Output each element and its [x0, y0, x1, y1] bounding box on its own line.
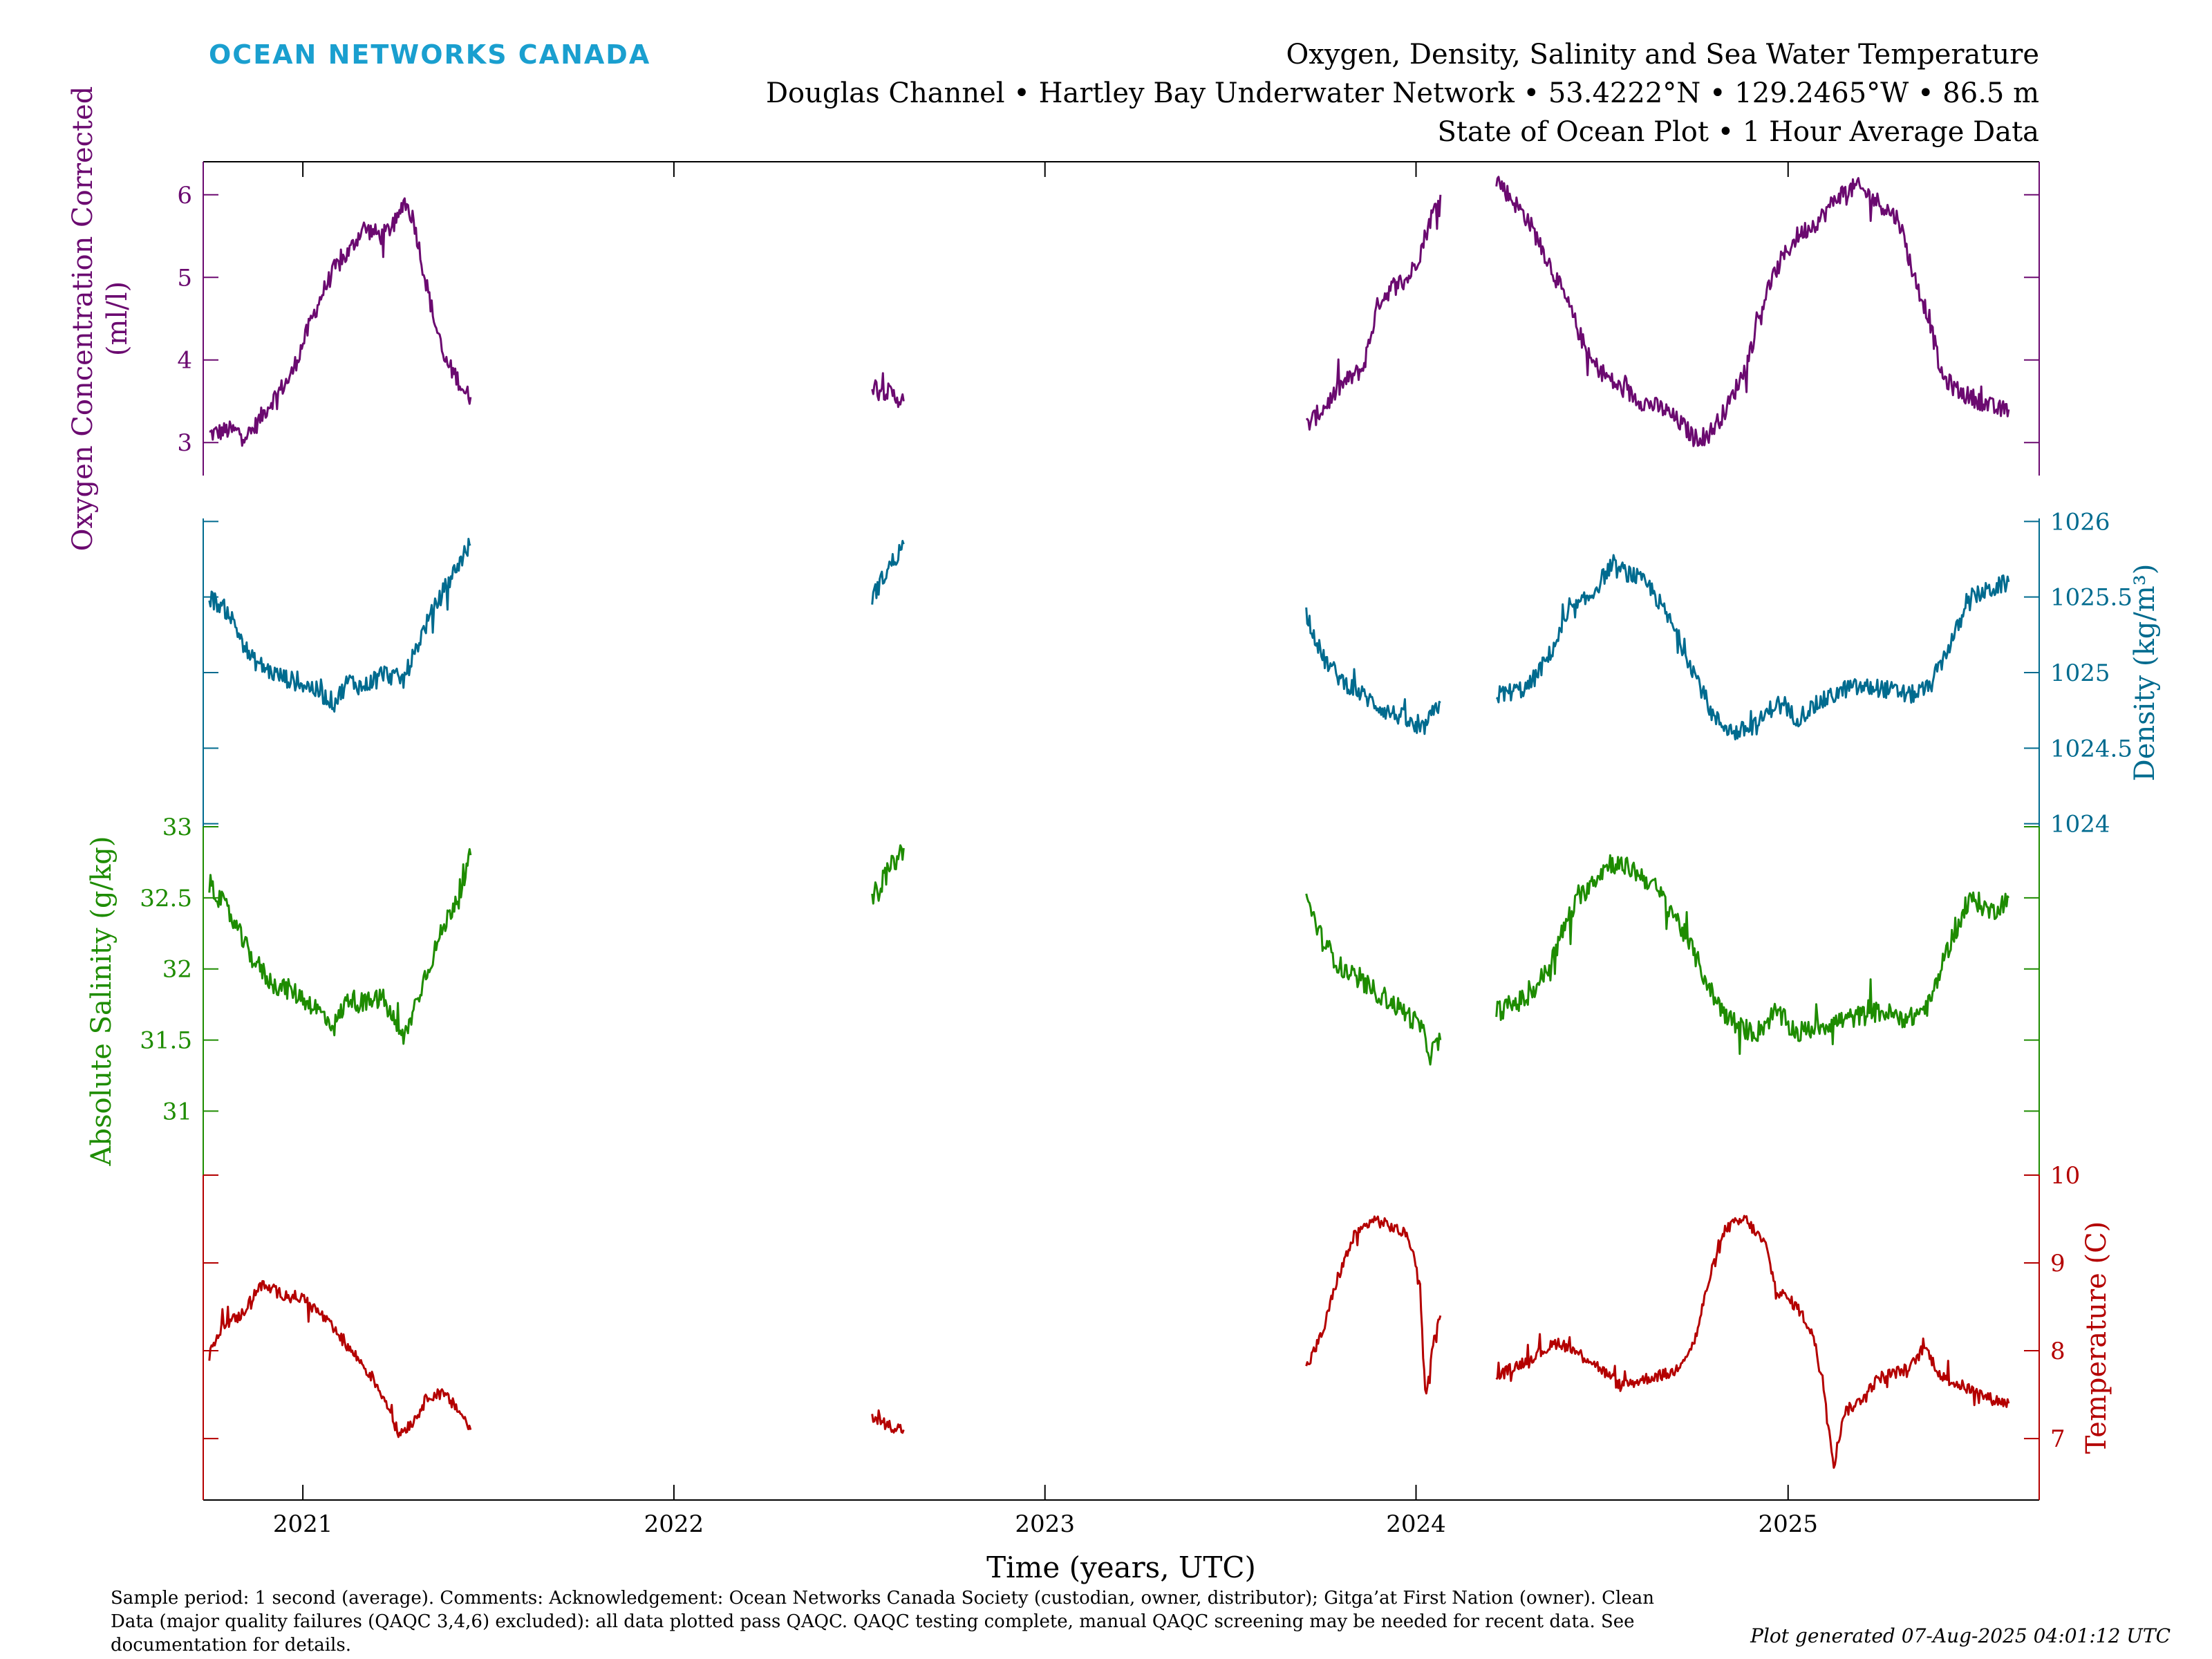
oxygen-tick-label: 6 [177, 182, 192, 209]
density-tick-label: 1025.5 [2050, 584, 2133, 612]
salinity-series-segment-3 [1305, 893, 1442, 1066]
x-axis-label: Time (years, UTC) [986, 1550, 1256, 1584]
chart-title: Oxygen, Density, Salinity and Sea Water … [1286, 39, 2040, 71]
footer-caption-line-3: documentation for details. [111, 1635, 351, 1656]
salinity-series-segment-4 [1495, 854, 2010, 1056]
salinity-panel: 31 31.5 32 32.5 33 Absolute Salinity (g/kg) [86, 814, 2040, 1175]
oxygen-tick-label: 4 [177, 347, 192, 375]
salinity-tick-label: 32 [162, 956, 192, 984]
oxygen-tick-label: 3 [177, 429, 192, 457]
temperature-tick-label: 7 [2050, 1425, 2065, 1453]
temperature-tick-label: 8 [2050, 1338, 2065, 1365]
temperature-series-segment-1 [208, 1280, 472, 1438]
oxygen-series-segment-3 [1305, 194, 1442, 431]
temperature-tick-label: 9 [2050, 1250, 2065, 1277]
density-tick-label: 1026 [2050, 508, 2110, 536]
oxygen-tick-label: 5 [177, 264, 192, 292]
x-tick-label: 2025 [1758, 1510, 1818, 1538]
salinity-series-segment-1 [208, 847, 472, 1045]
temperature-tick-label: 10 [2050, 1162, 2080, 1190]
temperature-series-segment-4 [1495, 1215, 2010, 1469]
salinity-tick-label: 32.5 [140, 885, 192, 912]
footer-caption-line-1: Sample period: 1 second (average). Comme… [111, 1588, 1654, 1609]
salinity-tick-label: 31.5 [140, 1027, 192, 1055]
salinity-tick-label: 33 [162, 814, 192, 841]
x-tick-label: 2022 [644, 1510, 704, 1538]
density-tick-label: 1024 [2050, 811, 2110, 838]
x-axis: 2021 2022 2023 2024 2025 [273, 162, 1818, 1538]
oxygen-axis-label: Oxygen Concentration Corrected [67, 86, 99, 552]
density-axis-label: Density (kg/m³) [2129, 564, 2161, 782]
x-tick-label: 2024 [1386, 1510, 1446, 1538]
x-tick-label: 2023 [1015, 1510, 1075, 1538]
temperature-series-segment-2 [871, 1409, 905, 1434]
chart-subtitle-data-type: State of Ocean Plot • 1 Hour Average Dat… [1437, 116, 2039, 148]
density-panel: 1024 1024.5 1025 1025.5 1026 Density (kg/m³) [203, 508, 2161, 838]
salinity-axis-label: Absolute Salinity (g/kg) [86, 836, 118, 1166]
oxygen-series-segment-4 [1495, 176, 2010, 447]
salinity-tick-label: 31 [162, 1098, 192, 1125]
oxygen-series-segment-2 [871, 372, 905, 409]
density-series-segment-3 [1305, 607, 1441, 735]
brand-logo: OCEAN NETWORKS CANADA [209, 39, 650, 70]
oxygen-panel: 3 4 5 6 Oxygen Concentration Corrected (ml/l) [67, 86, 2040, 552]
oxygen-axis-label: (ml/l) [102, 281, 133, 356]
density-series-segment-4 [1496, 554, 2010, 741]
density-tick-label: 1024.5 [2050, 735, 2133, 762]
density-tick-label: 1025 [2050, 659, 2110, 687]
density-series-segment-2 [871, 540, 905, 605]
footer-caption-line-2: Data (major quality failures (QAQC 3,4,6… [111, 1611, 1635, 1632]
chart-subtitle-location: Douglas Channel • Hartley Bay Underwater… [766, 77, 2039, 109]
temperature-axis-label: Temperature (C) [2081, 1221, 2112, 1454]
temperature-panel: 7 8 9 10 Temperature (C) [203, 1162, 2112, 1500]
temperature-series-segment-3 [1305, 1215, 1442, 1395]
x-tick-label: 2021 [273, 1510, 333, 1538]
plot-generated-timestamp: Plot generated 07-Aug-2025 04:01:12 UTC [1750, 1624, 2171, 1647]
oxygen-series-segment-1 [209, 197, 472, 447]
density-series-segment-1 [208, 538, 471, 713]
salinity-series-segment-2 [871, 844, 905, 905]
